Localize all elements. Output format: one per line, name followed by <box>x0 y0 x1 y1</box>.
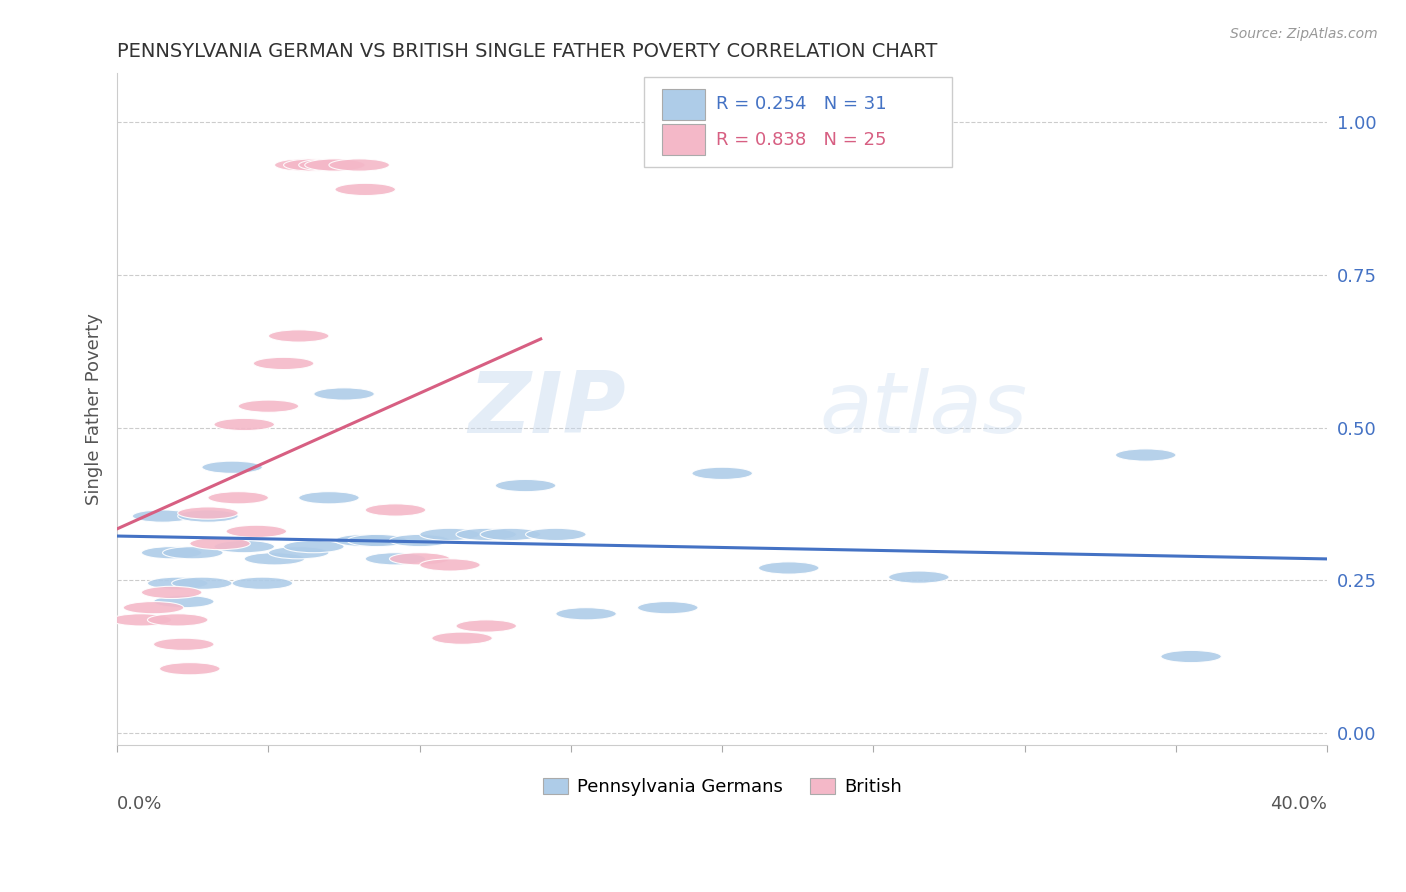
Circle shape <box>335 184 395 195</box>
Circle shape <box>389 534 450 547</box>
Circle shape <box>526 528 586 541</box>
Text: atlas: atlas <box>820 368 1026 450</box>
Circle shape <box>214 418 274 431</box>
Circle shape <box>132 510 193 522</box>
Circle shape <box>153 638 214 650</box>
Circle shape <box>190 538 250 549</box>
Circle shape <box>366 553 426 565</box>
Circle shape <box>148 614 208 626</box>
Circle shape <box>481 528 541 541</box>
Circle shape <box>148 577 208 590</box>
Legend: Pennsylvania Germans, British: Pennsylvania Germans, British <box>536 771 910 803</box>
FancyBboxPatch shape <box>644 77 952 168</box>
Circle shape <box>305 159 366 171</box>
Circle shape <box>202 461 263 474</box>
Circle shape <box>269 330 329 342</box>
Circle shape <box>329 159 389 171</box>
Circle shape <box>692 467 752 480</box>
Text: 40.0%: 40.0% <box>1271 796 1327 814</box>
Circle shape <box>253 358 314 369</box>
Circle shape <box>142 586 202 599</box>
Circle shape <box>274 159 335 171</box>
Text: Source: ZipAtlas.com: Source: ZipAtlas.com <box>1230 27 1378 41</box>
Circle shape <box>284 159 344 171</box>
Circle shape <box>208 491 269 504</box>
Circle shape <box>389 553 450 565</box>
Circle shape <box>758 562 820 574</box>
Circle shape <box>298 159 359 171</box>
Circle shape <box>177 507 238 519</box>
Circle shape <box>314 388 374 401</box>
Text: PENNSYLVANIA GERMAN VS BRITISH SINGLE FATHER POVERTY CORRELATION CHART: PENNSYLVANIA GERMAN VS BRITISH SINGLE FA… <box>117 42 938 61</box>
Circle shape <box>214 541 274 553</box>
Y-axis label: Single Father Poverty: Single Father Poverty <box>86 313 103 505</box>
Text: 0.0%: 0.0% <box>117 796 163 814</box>
Text: R = 0.838   N = 25: R = 0.838 N = 25 <box>716 131 887 149</box>
Circle shape <box>420 528 481 541</box>
Circle shape <box>142 547 202 558</box>
Circle shape <box>495 480 555 491</box>
Circle shape <box>159 663 221 675</box>
Circle shape <box>347 534 408 547</box>
Circle shape <box>124 601 184 614</box>
Circle shape <box>298 491 359 504</box>
Circle shape <box>163 547 224 558</box>
Circle shape <box>420 558 481 571</box>
Circle shape <box>637 601 697 614</box>
Circle shape <box>555 607 616 620</box>
Circle shape <box>284 541 344 553</box>
Circle shape <box>111 614 172 626</box>
Circle shape <box>366 504 426 516</box>
Circle shape <box>335 534 395 547</box>
FancyBboxPatch shape <box>662 89 706 120</box>
Text: R = 0.254   N = 31: R = 0.254 N = 31 <box>716 95 887 113</box>
Circle shape <box>456 528 516 541</box>
Circle shape <box>456 620 516 632</box>
Circle shape <box>226 525 287 538</box>
Circle shape <box>1115 449 1175 461</box>
Circle shape <box>177 510 238 522</box>
Circle shape <box>153 596 214 607</box>
Text: ZIP: ZIP <box>468 368 626 450</box>
Circle shape <box>432 632 492 644</box>
Circle shape <box>889 571 949 583</box>
Circle shape <box>232 577 292 590</box>
Circle shape <box>245 553 305 565</box>
Circle shape <box>269 547 329 558</box>
Circle shape <box>172 577 232 590</box>
FancyBboxPatch shape <box>662 125 706 155</box>
Circle shape <box>1161 650 1222 663</box>
Circle shape <box>238 401 298 412</box>
